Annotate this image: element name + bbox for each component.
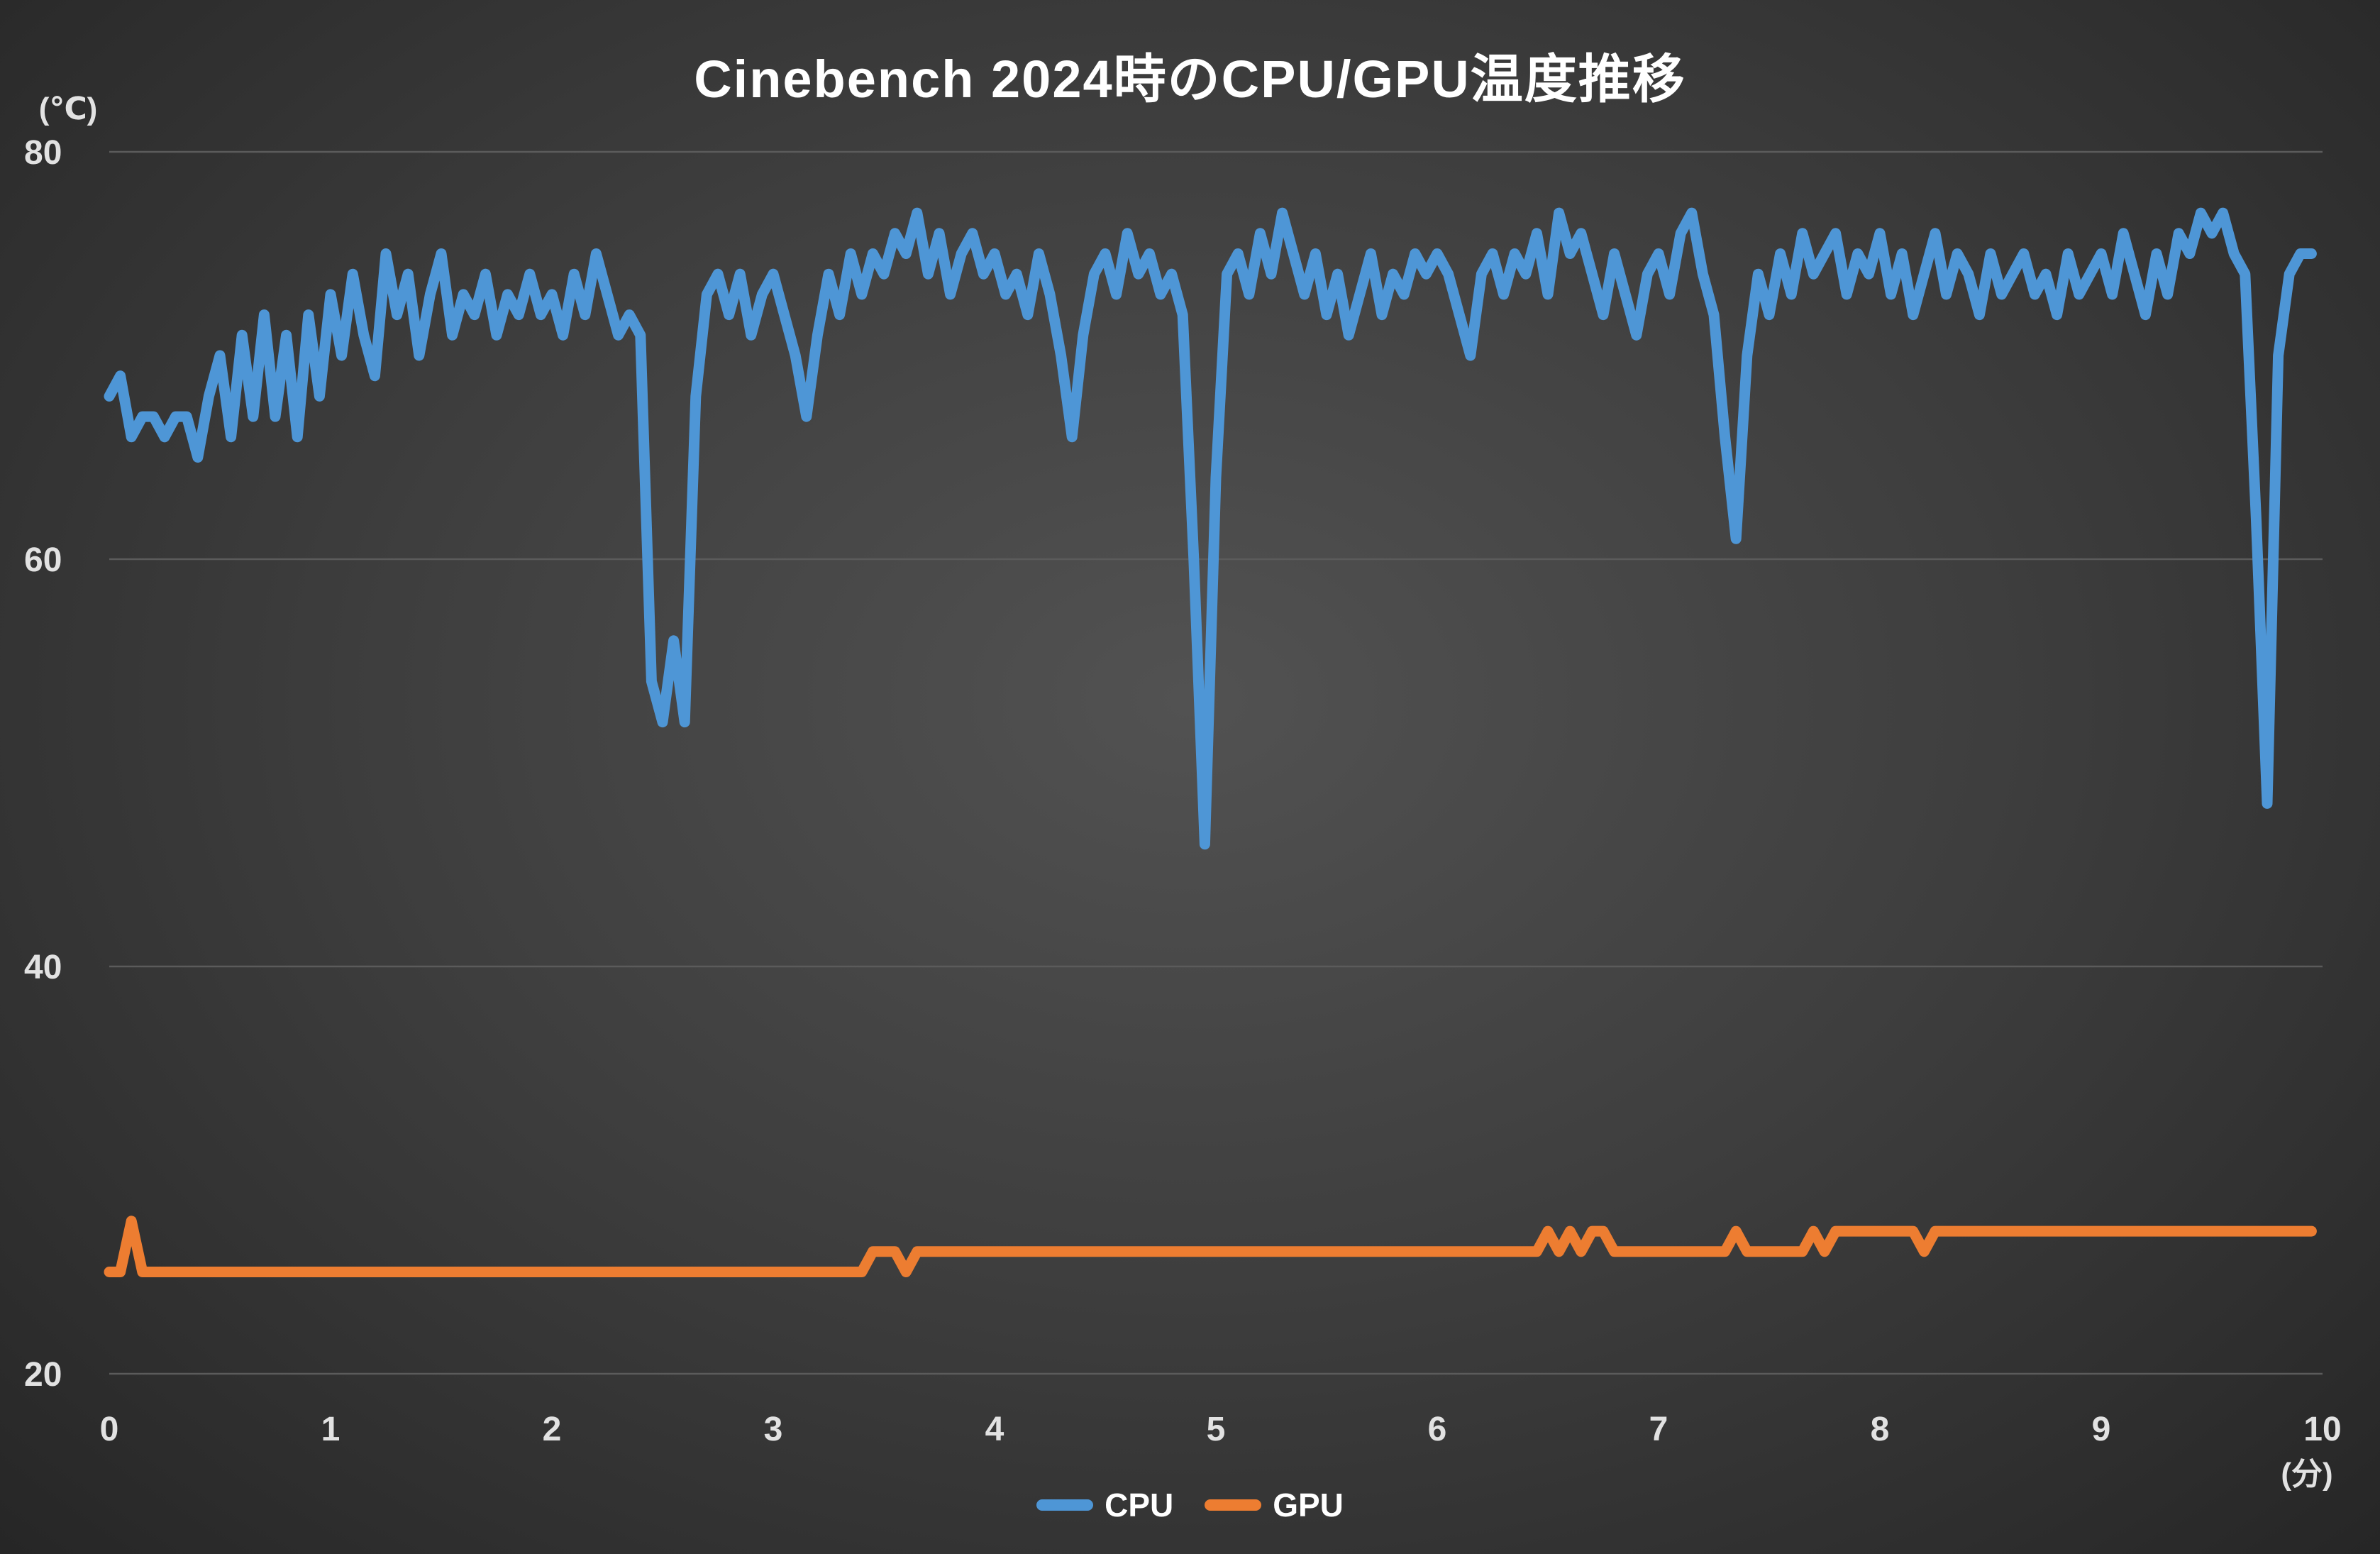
y-axis-unit-label: (℃) bbox=[39, 92, 98, 126]
x-tick-label: 6 bbox=[1428, 1411, 1447, 1448]
gpu-line-swatch bbox=[1205, 1499, 1262, 1511]
legend-label-cpu: CPU bbox=[1105, 1487, 1174, 1523]
legend-item-cpu: CPU bbox=[1036, 1486, 1173, 1524]
x-tick-label: 7 bbox=[1649, 1411, 1668, 1448]
x-tick-label: 0 bbox=[100, 1411, 119, 1448]
y-tick-label: 80 bbox=[24, 134, 62, 172]
cpu-line bbox=[104, 207, 2317, 850]
x-tick-label: 1 bbox=[321, 1411, 341, 1448]
legend-label-gpu: GPU bbox=[1273, 1487, 1344, 1523]
gpu-line bbox=[104, 1216, 2317, 1277]
legend-item-gpu: GPU bbox=[1205, 1486, 1344, 1524]
x-tick-label: 8 bbox=[1871, 1411, 1890, 1448]
y-tick-label: 40 bbox=[24, 949, 62, 986]
x-tick-label: 10 bbox=[2303, 1411, 2341, 1448]
x-axis-unit-label: (分) bbox=[2281, 1457, 2332, 1492]
chart-title: Cinebench 2024時のCPU/GPU温度推移 bbox=[694, 50, 1686, 109]
x-tick-label: 2 bbox=[543, 1411, 562, 1448]
x-tick-label: 5 bbox=[1207, 1411, 1226, 1448]
x-tick-label: 4 bbox=[985, 1411, 1004, 1448]
legend: CPU GPU bbox=[0, 1486, 2380, 1524]
x-tick-label: 9 bbox=[2092, 1411, 2111, 1448]
y-tick-label: 20 bbox=[24, 1356, 62, 1394]
y-tick-label: 60 bbox=[24, 541, 62, 579]
x-tick-label: 3 bbox=[764, 1411, 783, 1448]
cpu-line-swatch bbox=[1036, 1499, 1094, 1511]
